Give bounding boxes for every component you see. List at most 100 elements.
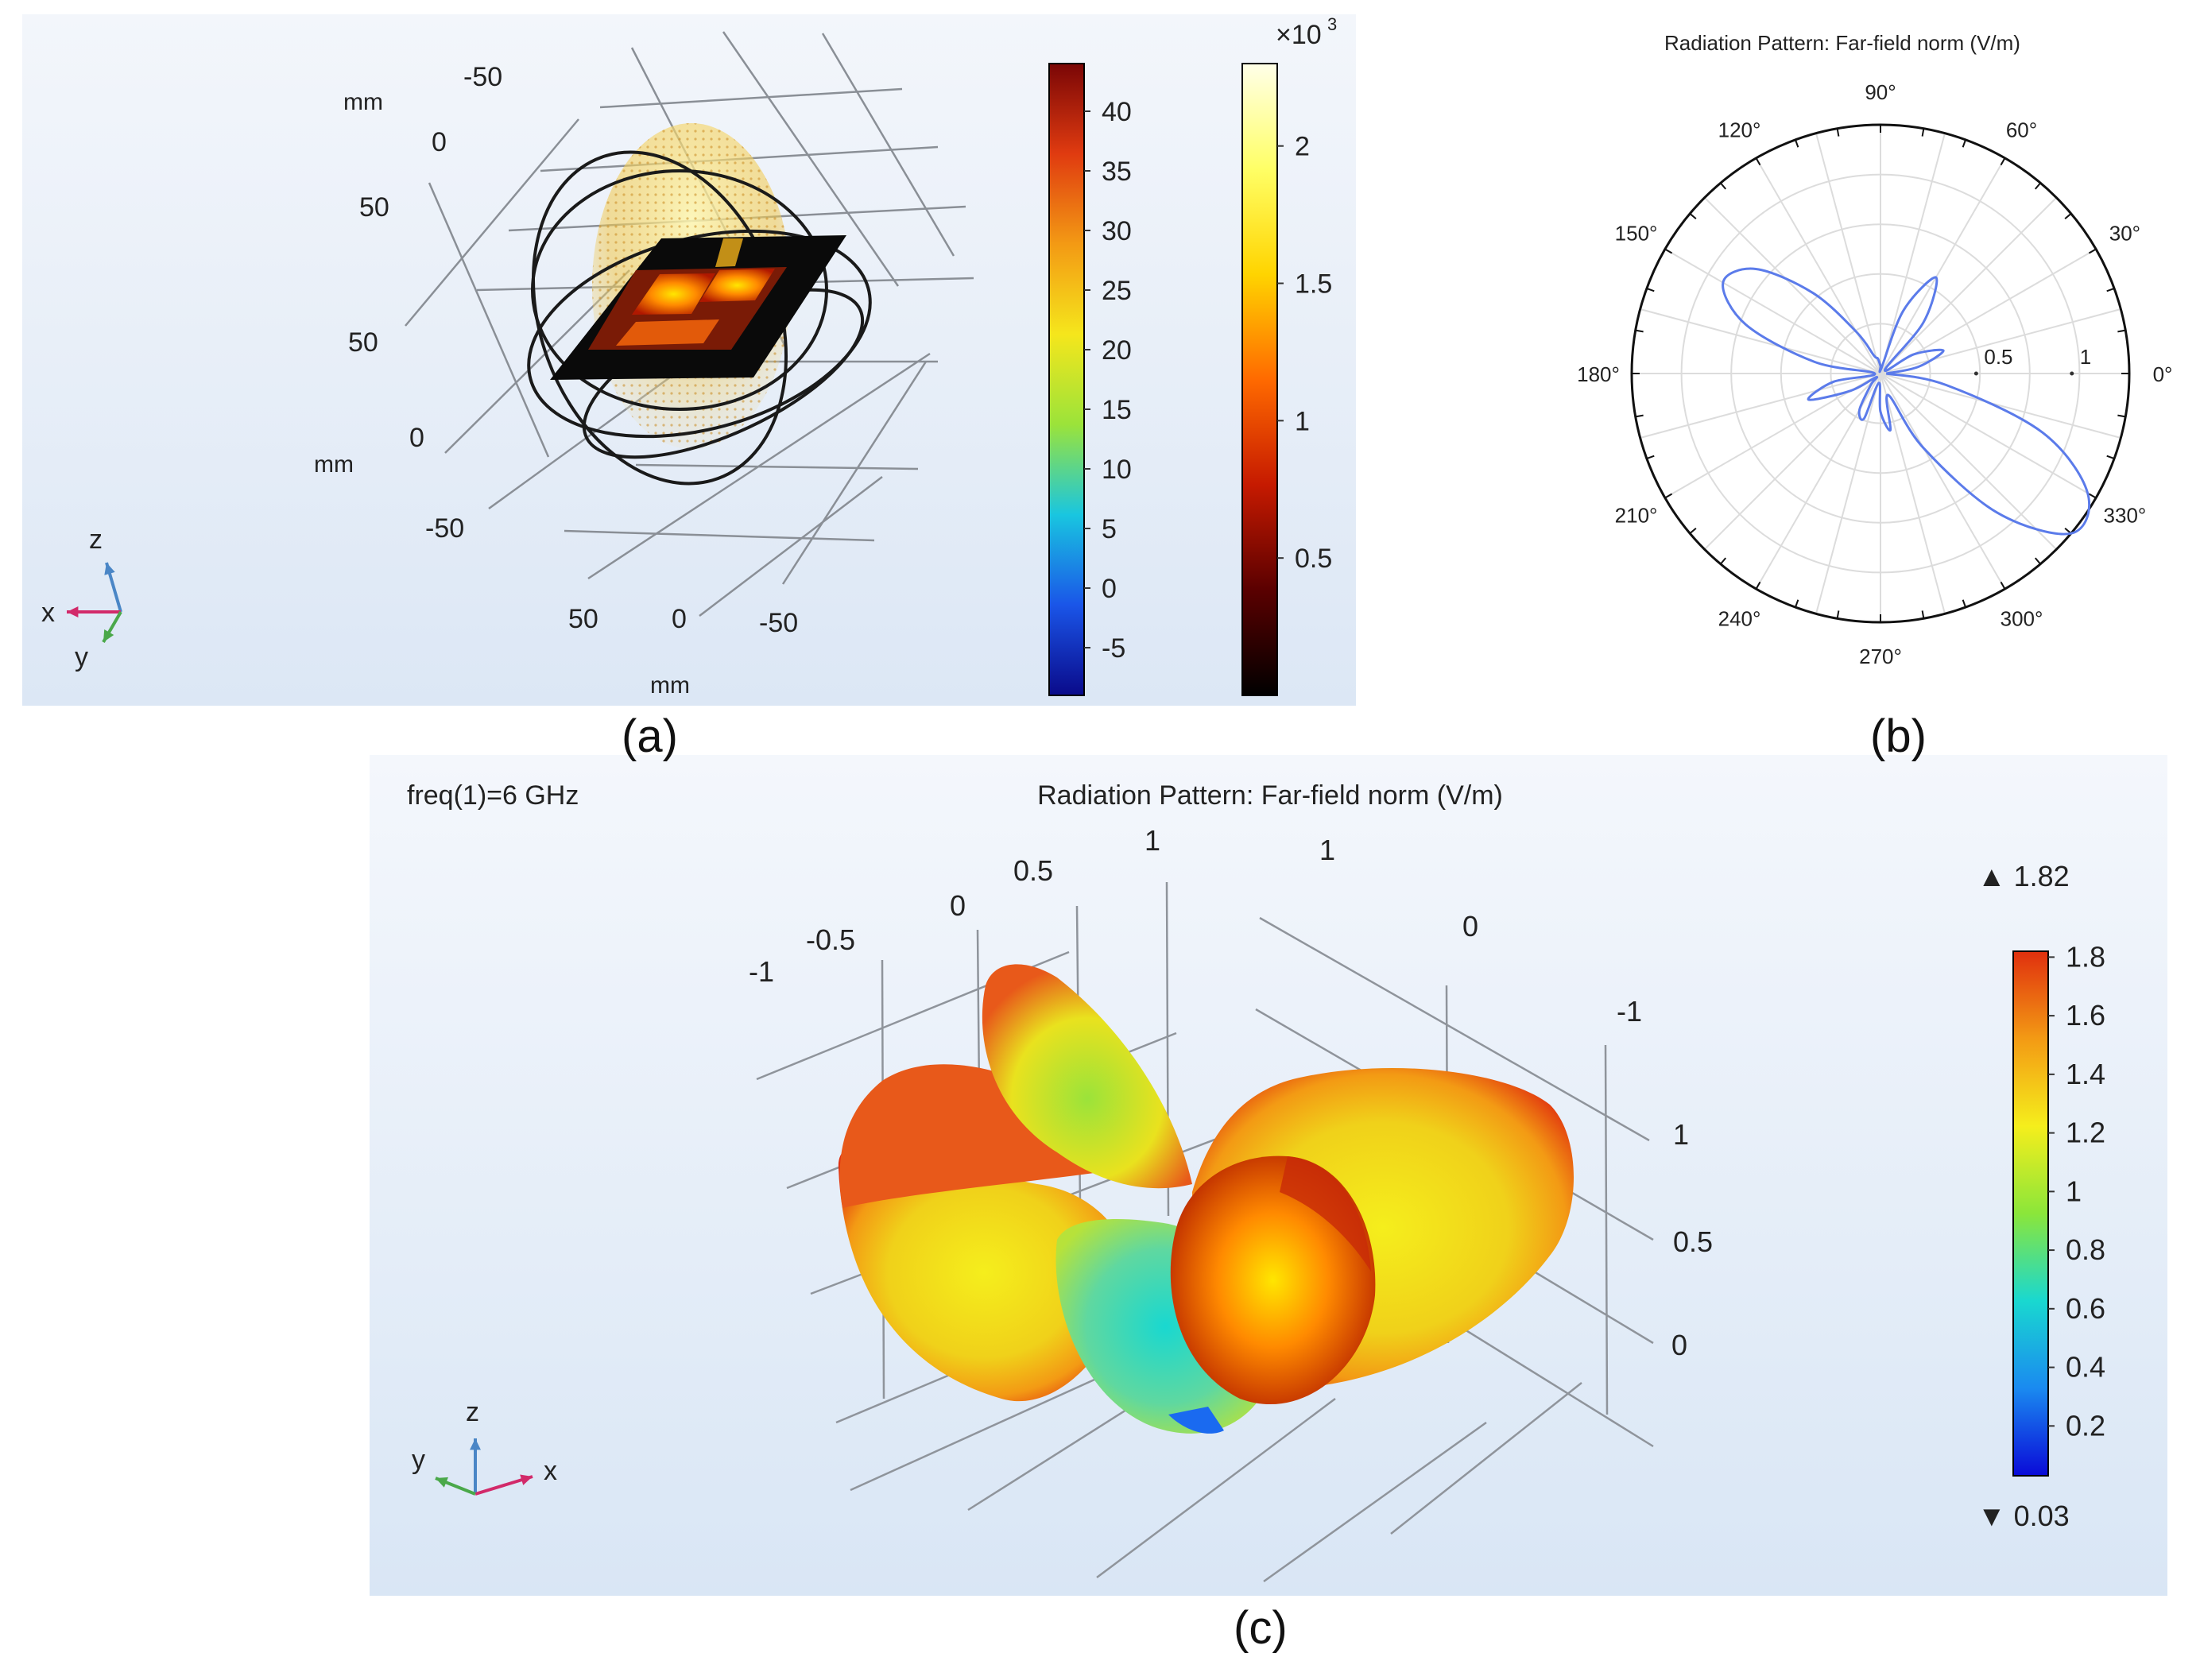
triad-x-label: x [544, 1456, 557, 1486]
axis-tick-label: 0 [950, 889, 966, 922]
polar-radial-tick-label: 0.5 [1984, 345, 2012, 369]
polar-frame-tick [1836, 610, 1840, 619]
polar-angle-label: 30° [2109, 222, 2140, 246]
colorbar-arrows-tick-label: 2 [1295, 132, 1310, 162]
polar-frame-tick [2088, 493, 2097, 499]
triad-z-label: z [89, 525, 103, 555]
polar-frame-tick [2106, 288, 2115, 292]
colorbar-field-tick-label: 5 [1102, 514, 1117, 544]
axis-grid-line [635, 463, 919, 470]
colorbar-min-label: ▼ 0.03 [1977, 1500, 2070, 1532]
colorbar-arrows-tick-label: 1 [1295, 406, 1310, 436]
polar-angle-label: 180° [1577, 362, 1620, 386]
colorbar-arrows-tick-label: 1.5 [1295, 269, 1332, 300]
surface-title: Radiation Pattern: Far-field norm (V/m) [1037, 780, 1503, 811]
polar-grid-spoke [1640, 373, 1881, 439]
surface-lobe-top [982, 964, 1192, 1189]
polar-frame-tick [2117, 414, 2126, 418]
polar-grid-spoke [1880, 373, 1946, 614]
panel-c: freq(1)=6 GHz Radiation Pattern: Far-fiel… [407, 780, 2105, 1583]
polar-title: Radiation Pattern: Far-field norm (V/m) [1664, 31, 2020, 55]
colorbar-max-label: ▲ 1.82 [1977, 860, 2070, 892]
polar-frame-tick [1755, 157, 1761, 166]
polar-grid-spoke [1664, 248, 1881, 374]
axis-tick-label: 1 [1319, 834, 1335, 866]
axis-tick-label: -50 [425, 513, 464, 544]
polar-frame-tick [1635, 329, 1644, 333]
axis-tick-label: 0 [672, 604, 687, 634]
colorbar-field-tick-label: 25 [1102, 276, 1132, 306]
polar-frame-tick [1646, 455, 1655, 459]
polar-frame-tick [1689, 213, 1697, 220]
axis-grid-line [781, 361, 928, 585]
colorbar-surface-tick-label: 0.2 [2066, 1409, 2105, 1442]
feed-line [616, 319, 719, 346]
colorbar-field-tick-label: 0 [1102, 574, 1117, 604]
colorbar-field-tick-label: -5 [1102, 633, 1125, 664]
polar-frame-tick [2064, 213, 2072, 220]
colorbar-arrows [1241, 63, 1278, 696]
polar-grid-spoke [1755, 157, 1881, 374]
colorbar-surface-tick-label: 1.6 [2066, 999, 2105, 1032]
axis-grid-line [1390, 1382, 1582, 1535]
triad-y-label: y [75, 642, 88, 672]
polar-grid-spoke [1880, 373, 2058, 551]
axis-grid-line [1096, 1398, 1336, 1578]
colorbar-field-tick-label: 30 [1102, 216, 1132, 246]
polar-angle-label: 300° [2001, 606, 2043, 630]
polar-frame-tick [1836, 128, 1840, 137]
axis-tick-label: -1 [749, 955, 774, 988]
polar-frame-tick [1921, 128, 1925, 137]
axis-tick-label: 50 [359, 192, 389, 223]
axis-tick-label: 0 [432, 127, 447, 157]
polar-grid-spoke [1880, 133, 1946, 374]
polar-grid-spoke [1703, 373, 1881, 551]
polar-angle-label: 270° [1859, 645, 1902, 668]
axis-tick-label: 0.5 [1013, 854, 1053, 887]
triad-x-arrowhead [520, 1474, 533, 1485]
surface-lobe-left [838, 1144, 1130, 1402]
polar-frame-tick [1664, 248, 1673, 254]
axis-tick-label: 50 [348, 327, 378, 358]
polar-frame-tick [1720, 557, 1727, 565]
axis-grid-line [1604, 1044, 1609, 1415]
polar-frame-tick [1962, 599, 1966, 608]
colorbar-surface-tick-label: 1.4 [2066, 1058, 2105, 1090]
polar-grid-spoke [1880, 373, 2097, 499]
colorbar-surface-tick-label: 0.4 [2066, 1351, 2105, 1384]
axis-tick-label: 1 [1145, 824, 1160, 857]
polar-frame-tick [1720, 182, 1727, 190]
polar-radial-tick-dot [1973, 371, 1978, 376]
surface-lobe-min [1168, 1407, 1224, 1434]
colorbar-field-tick-label: 20 [1102, 335, 1132, 366]
polar-angle-label: 120° [1718, 118, 1761, 142]
polar-frame-tick [2117, 329, 2126, 333]
axis-tick-label: -50 [759, 608, 798, 638]
axis-tick-label: -1 [1617, 995, 1642, 1028]
colorbar-exponent-label: ×10 [1276, 20, 1322, 50]
axis-tick-label: 0 [409, 423, 424, 453]
feed-stub [715, 238, 743, 267]
axis-tick-label: 0.5 [1673, 1225, 1713, 1258]
axis-tick-label: 50 [568, 604, 598, 634]
caption-c: (c) [1234, 1602, 1288, 1654]
axis-tick-label: -50 [463, 62, 502, 92]
polar-radial-tick-dot [2070, 371, 2074, 376]
polar-grid-spoke [1880, 373, 2121, 439]
colorbar-field-tick-label: 35 [1102, 157, 1132, 187]
polar-grid-spoke [1664, 373, 1881, 499]
colorbar-exponent-power: 3 [1327, 14, 1337, 34]
colorbar-surface-tick-label: 1 [2066, 1175, 2082, 1207]
axis-grid-line [1259, 916, 1650, 1142]
polar-angle-label: 150° [1615, 222, 1658, 246]
caption-a: (a) [622, 710, 678, 762]
patch-right [699, 269, 775, 302]
axis-grid-line [1263, 1421, 1487, 1583]
axis-grid-line [722, 31, 900, 287]
colorbar-arrows-tick-label: 0.5 [1295, 544, 1332, 574]
colorbar-field-tick-label: 10 [1102, 455, 1132, 485]
axis-grid-line [587, 352, 931, 580]
triad-y-arrowhead [103, 629, 114, 642]
triad-z-arrowhead [470, 1438, 481, 1450]
colorbar-field [1048, 63, 1085, 696]
